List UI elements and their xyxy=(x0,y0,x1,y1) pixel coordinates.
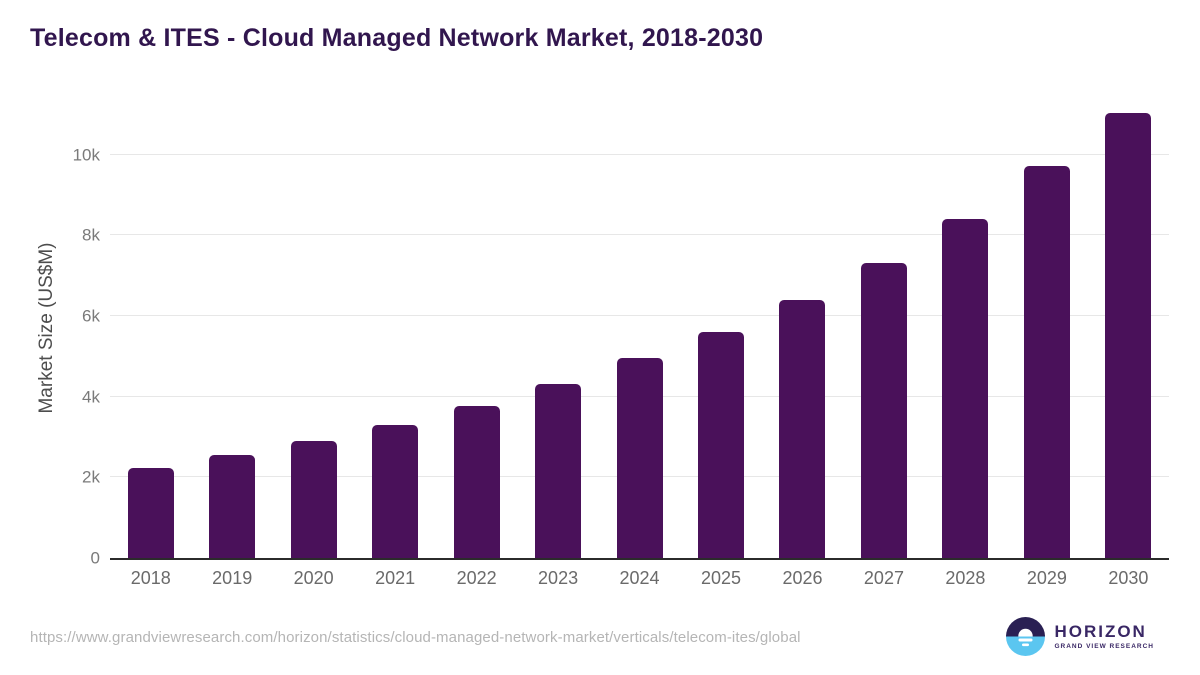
y-tick-label-8k: 8k xyxy=(82,225,100,245)
logo-wordmark: HORIZON GRAND VIEW RESEARCH xyxy=(1054,623,1154,650)
x-axis-labels: 2018 2019 2020 2021 2022 2023 2024 2025 2026 2027… xyxy=(110,568,1169,589)
bar-2022[interactable] xyxy=(453,406,500,558)
bar-slot-2027 xyxy=(843,98,924,558)
x-tick-label-2028: 2028 xyxy=(945,568,986,588)
x-tick-label-2026: 2026 xyxy=(782,568,823,588)
y-tick-label-4k: 4k xyxy=(82,387,100,407)
y-tick-label-0: 0 xyxy=(90,548,100,568)
horizon-logo[interactable]: HORIZON GRAND VIEW RESEARCH xyxy=(1006,617,1154,656)
bar-slot-2020 xyxy=(273,98,354,558)
plot-area xyxy=(110,98,1169,560)
x-tick-label-2021: 2021 xyxy=(375,568,416,588)
bar-slot-2024 xyxy=(599,98,680,558)
x-tick-label-2022: 2022 xyxy=(456,568,497,588)
bar-2018[interactable] xyxy=(127,468,174,558)
x-tick-label-2025: 2025 xyxy=(700,568,742,588)
horizon-sunset-icon xyxy=(1006,617,1046,656)
bar-2025[interactable] xyxy=(698,331,745,558)
y-tick-label-6k: 6k xyxy=(82,306,100,326)
bar-slot-2026 xyxy=(762,98,843,558)
y-tick-label-2k: 2k xyxy=(82,467,100,487)
gridline-6k xyxy=(110,314,1169,316)
bar-slot-2028 xyxy=(925,98,1006,558)
chart-title: Telecom & ITES - Cloud Managed Network M… xyxy=(30,24,764,52)
x-tick-label-2029: 2029 xyxy=(1026,568,1067,588)
x-tick-label-2018: 2018 xyxy=(130,568,171,588)
bar-2019[interactable] xyxy=(209,455,256,558)
bar-2024[interactable] xyxy=(616,358,663,558)
gridline-8k xyxy=(110,234,1169,236)
source-url-link[interactable]: https://www.grandviewresearch.com/horizo… xyxy=(30,629,801,646)
logo-brand-text: HORIZON xyxy=(1054,622,1147,641)
x-tick-label-2030: 2030 xyxy=(1108,568,1149,588)
bar-2030[interactable] xyxy=(1105,112,1152,558)
bar-2021[interactable] xyxy=(372,425,419,558)
bar-slot-2018 xyxy=(110,98,191,558)
x-tick-label-2027: 2027 xyxy=(863,568,904,588)
bar-2023[interactable] xyxy=(535,383,582,558)
gridline-10k xyxy=(110,153,1169,155)
bar-series xyxy=(110,98,1169,558)
bar-slot-2029 xyxy=(1006,98,1087,558)
y-axis-tick-labels: 0 2k 4k 6k 8k 10k xyxy=(0,98,100,567)
x-tick-label-2020: 2020 xyxy=(293,568,334,588)
bar-2027[interactable] xyxy=(860,263,907,558)
bar-slot-2021 xyxy=(354,98,435,558)
x-tick-label-2023: 2023 xyxy=(538,568,579,588)
bar-slot-2022 xyxy=(436,98,517,558)
bar-2028[interactable] xyxy=(942,218,989,558)
bar-slot-2019 xyxy=(191,98,272,558)
bar-2026[interactable] xyxy=(779,299,826,558)
bar-2029[interactable] xyxy=(1023,166,1070,558)
y-tick-label-10k: 10k xyxy=(72,145,100,164)
x-tick-label-2019: 2019 xyxy=(212,568,253,588)
bar-slot-2025 xyxy=(680,98,761,558)
logo-subbrand-text: GRAND VIEW RESEARCH xyxy=(1054,642,1154,650)
bar-slot-2030 xyxy=(1088,98,1169,558)
bar-slot-2023 xyxy=(517,98,598,558)
x-tick-label-2024: 2024 xyxy=(619,568,660,588)
bar-2020[interactable] xyxy=(290,441,337,558)
